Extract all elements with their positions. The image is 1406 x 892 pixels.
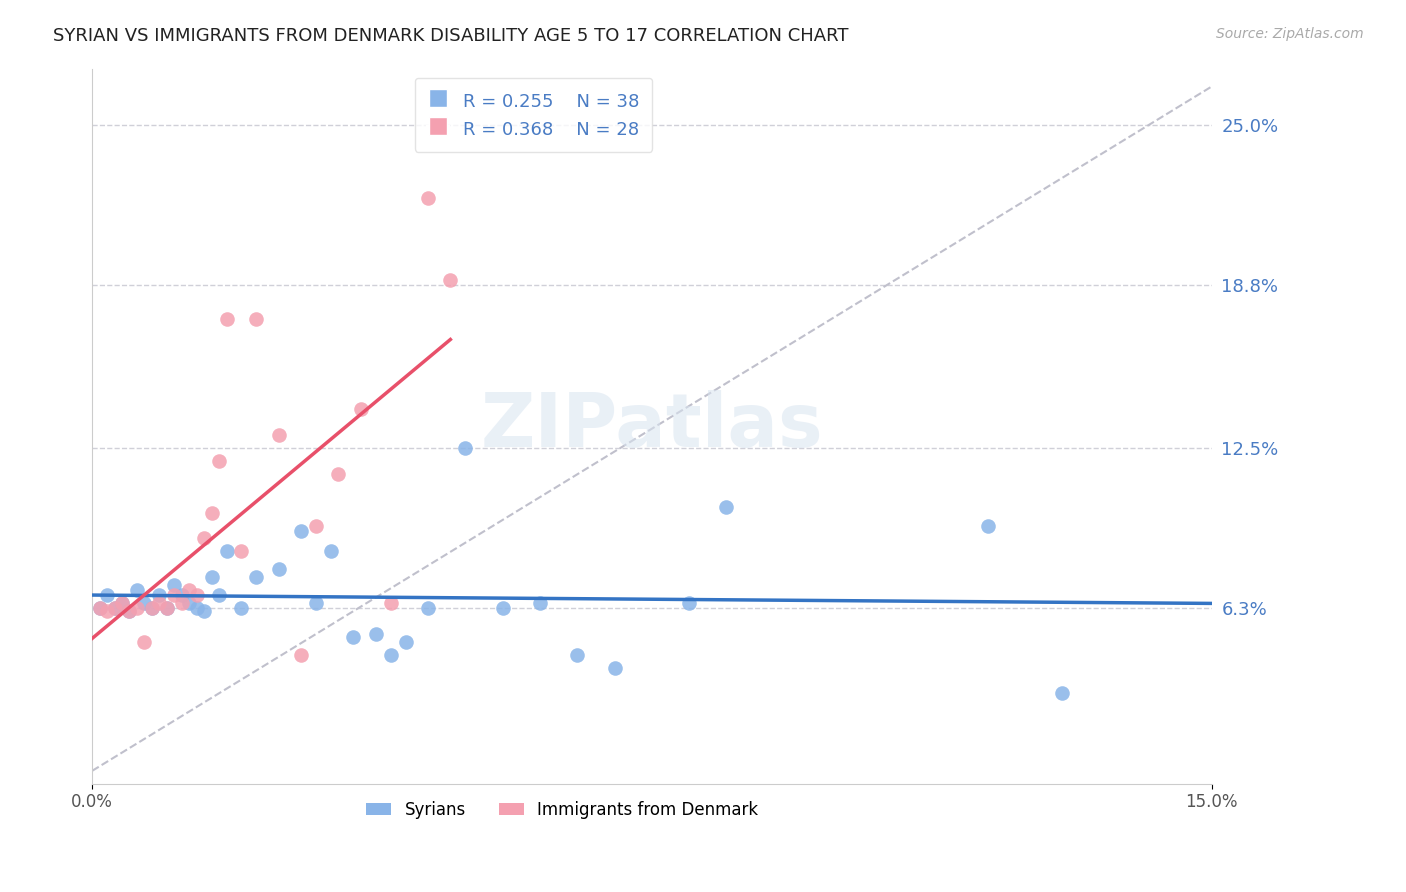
- Point: [305, 596, 328, 610]
- Point: [380, 596, 402, 610]
- Point: [141, 601, 163, 615]
- Point: [193, 604, 215, 618]
- Point: [305, 518, 328, 533]
- Point: [208, 454, 231, 468]
- Point: [267, 428, 290, 442]
- Point: [89, 601, 111, 615]
- Point: [231, 544, 253, 558]
- Point: [103, 601, 125, 615]
- Point: [342, 630, 364, 644]
- Point: [215, 544, 238, 558]
- Point: [319, 544, 342, 558]
- Point: [186, 601, 208, 615]
- Point: [111, 596, 134, 610]
- Point: [134, 634, 156, 648]
- Point: [394, 634, 416, 648]
- Point: [603, 660, 626, 674]
- Point: [156, 601, 179, 615]
- Text: SYRIAN VS IMMIGRANTS FROM DENMARK DISABILITY AGE 5 TO 17 CORRELATION CHART: SYRIAN VS IMMIGRANTS FROM DENMARK DISABI…: [53, 27, 849, 45]
- Text: ZIPatlas: ZIPatlas: [481, 390, 823, 463]
- Point: [328, 467, 350, 481]
- Text: Source: ZipAtlas.com: Source: ZipAtlas.com: [1216, 27, 1364, 41]
- Point: [148, 596, 170, 610]
- Point: [380, 648, 402, 662]
- Point: [678, 596, 700, 610]
- Point: [179, 596, 201, 610]
- Point: [89, 601, 111, 615]
- Point: [208, 588, 231, 602]
- Point: [267, 562, 290, 576]
- Point: [491, 601, 513, 615]
- Point: [215, 312, 238, 326]
- Point: [163, 578, 186, 592]
- Point: [163, 588, 186, 602]
- Point: [200, 570, 222, 584]
- Point: [179, 583, 201, 598]
- Point: [193, 532, 215, 546]
- Point: [170, 596, 193, 610]
- Point: [111, 596, 134, 610]
- Legend: Syrians, Immigrants from Denmark: Syrians, Immigrants from Denmark: [360, 794, 765, 825]
- Point: [118, 604, 141, 618]
- Point: [118, 604, 141, 618]
- Point: [416, 191, 439, 205]
- Point: [439, 273, 461, 287]
- Point: [156, 601, 179, 615]
- Point: [148, 588, 170, 602]
- Point: [170, 588, 193, 602]
- Point: [141, 601, 163, 615]
- Point: [529, 596, 551, 610]
- Point: [290, 648, 312, 662]
- Point: [96, 604, 118, 618]
- Point: [454, 441, 477, 455]
- Point: [96, 588, 118, 602]
- Point: [231, 601, 253, 615]
- Point: [245, 570, 267, 584]
- Point: [103, 601, 125, 615]
- Point: [364, 627, 387, 641]
- Point: [125, 601, 148, 615]
- Point: [416, 601, 439, 615]
- Point: [245, 312, 267, 326]
- Point: [716, 500, 738, 515]
- Point: [186, 588, 208, 602]
- Point: [134, 596, 156, 610]
- Point: [125, 583, 148, 598]
- Point: [290, 524, 312, 538]
- Point: [976, 518, 998, 533]
- Point: [200, 506, 222, 520]
- Point: [567, 648, 589, 662]
- Point: [350, 402, 373, 417]
- Point: [1052, 686, 1074, 700]
